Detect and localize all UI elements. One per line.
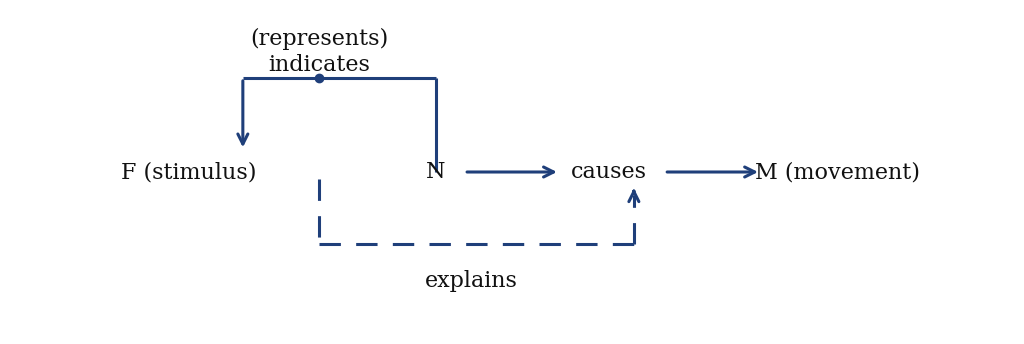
Text: indicates: indicates bbox=[268, 54, 370, 76]
Text: N: N bbox=[426, 161, 445, 183]
Text: explains: explains bbox=[425, 270, 518, 292]
Text: M (movement): M (movement) bbox=[755, 161, 920, 183]
Text: causes: causes bbox=[570, 161, 646, 183]
Text: (represents): (represents) bbox=[250, 28, 388, 51]
Text: F (stimulus): F (stimulus) bbox=[121, 161, 256, 183]
